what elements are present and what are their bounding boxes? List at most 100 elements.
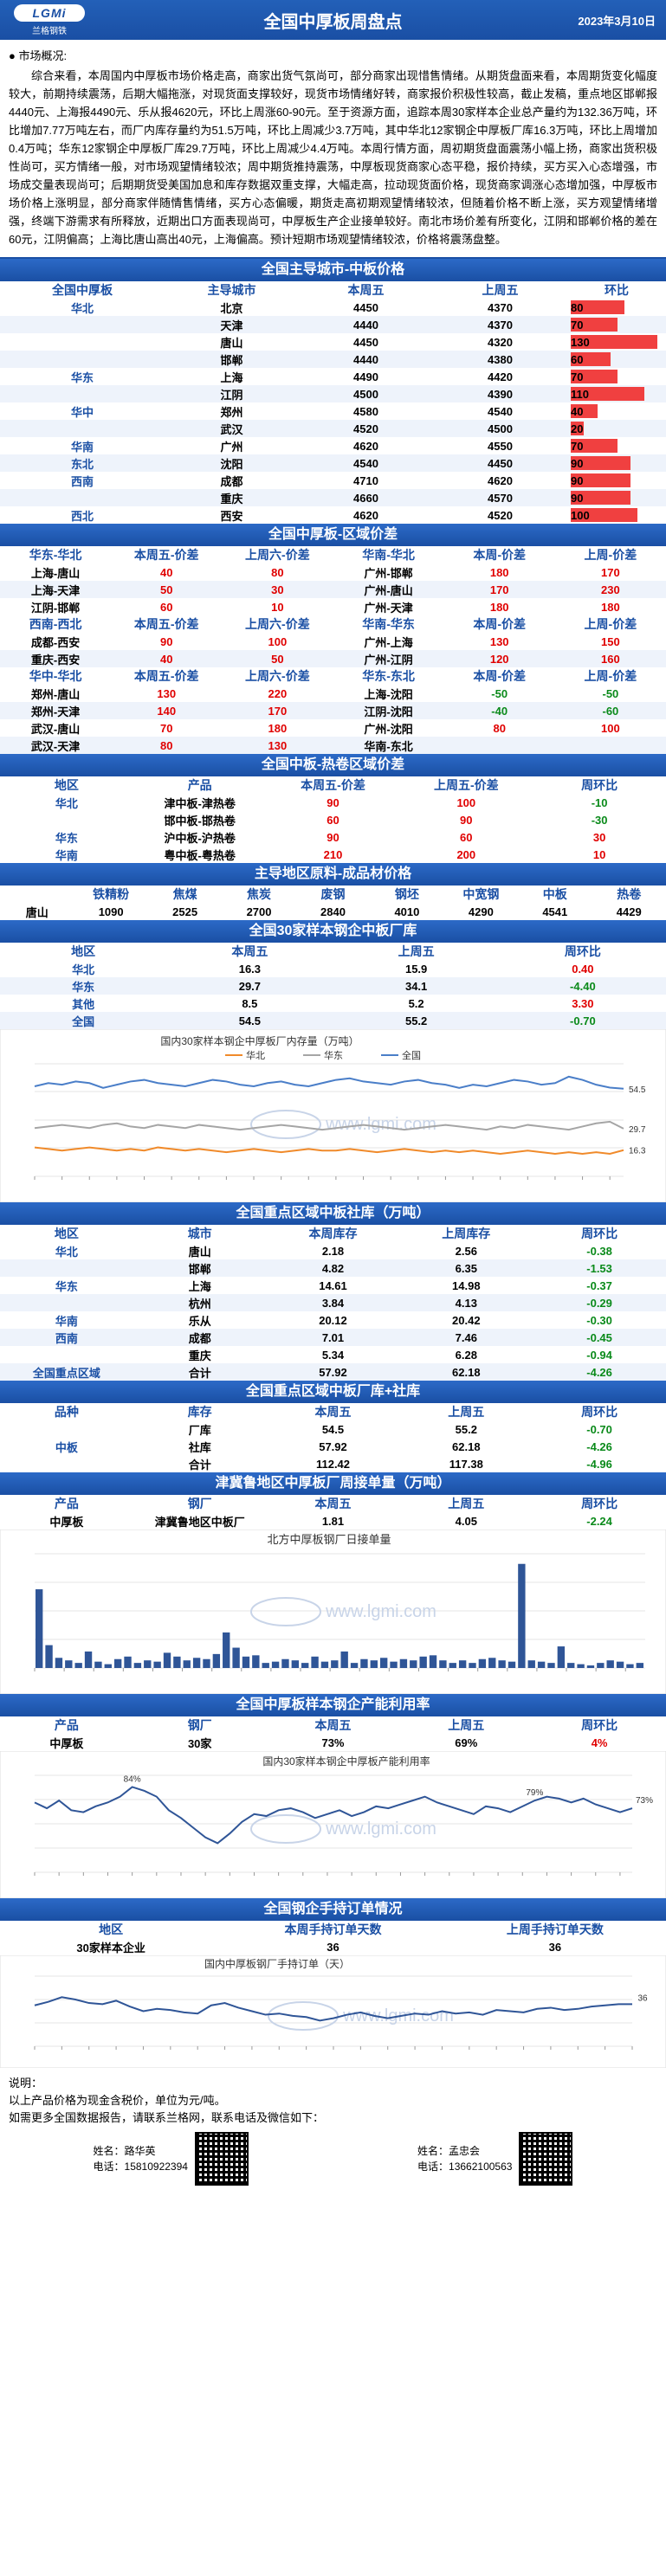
column-header: 周环比 — [581, 1497, 618, 1510]
table-row: 其他 8.5 5.2 3.30 — [0, 995, 666, 1012]
column-header: 周环比 — [581, 1718, 618, 1732]
table-cell: 广州-沈阳 — [364, 722, 413, 736]
table-cell — [0, 1259, 133, 1277]
bar — [65, 1660, 73, 1668]
table-cell: 武汉-天津 — [0, 737, 112, 754]
bar — [458, 1660, 467, 1668]
table-row: 重庆 4660 4570 90 — [0, 489, 666, 506]
chart-frame — [0, 1029, 666, 1202]
bar — [271, 1661, 280, 1668]
change-value: 110 — [571, 387, 589, 401]
table-row: 江阴-邯郸 60 10 广州-天津 180 180 — [0, 598, 666, 615]
table-row: 华中 郑州 4580 4540 40 — [0, 402, 666, 420]
column-header: 上周六-价差 — [245, 548, 310, 562]
table-cell: 杭州 — [133, 1294, 267, 1311]
table-cell: 厂库 — [188, 1423, 211, 1437]
table-cell: -10 — [591, 795, 608, 809]
logo-cn: 兰格钢铁 — [32, 26, 67, 36]
table-cell: 2.56 — [455, 1244, 477, 1258]
section-title-total-inventory: 全国重点区域中板厂库+社库 — [0, 1381, 666, 1403]
qr-code-icon[interactable] — [194, 2132, 249, 2186]
logo: LGMi 兰格钢铁 — [10, 3, 88, 36]
column-header: 钢厂 — [187, 1718, 212, 1732]
capacity-utilization-chart: 国内30家样本钢企中厚板产能利用率 www.lgmi.com 84% 79% 73% — [0, 1751, 666, 1898]
table-cell — [0, 1455, 133, 1472]
current-price: 4660 — [299, 489, 433, 506]
table-cell: 180 — [268, 721, 288, 735]
region-label — [0, 420, 165, 437]
weekly-orders-table: 产品 钢厂 本周五 上周五 周环比 中厚板 津冀鲁地区中板厂 1.81 4.05 -2.24 — [0, 1495, 666, 1530]
section-title-capacity-utilization: 全国中厚板样本钢企产能利用率 — [0, 1694, 666, 1716]
change-bar — [571, 300, 624, 314]
change-value: 130 — [571, 335, 590, 349]
legend-label: 全国 — [402, 1049, 421, 1061]
end-label: 16.3 — [629, 1147, 646, 1156]
bar — [340, 1651, 348, 1668]
table-row: 华东 上海 4490 4420 70 — [0, 368, 666, 385]
bar — [331, 1660, 339, 1668]
city-label: 北京 — [220, 301, 243, 315]
bar — [547, 1663, 555, 1668]
table-row: 全国 54.5 55.2 -0.70 — [0, 1012, 666, 1029]
column-header: 上周手持订单天数 — [506, 1922, 604, 1936]
table-cell: 广州-上海 — [364, 635, 413, 649]
column-header: 西南-西北 — [29, 617, 82, 631]
bar — [429, 1655, 437, 1668]
table-cell: 4% — [591, 1736, 608, 1749]
table-cell: 10 — [592, 847, 606, 861]
table-cell: 5.2 — [408, 996, 424, 1010]
previous-price: 4420 — [488, 370, 513, 383]
table-row: 杭州 3.84 4.13 -0.29 — [0, 1294, 666, 1311]
region-label: 东北 — [0, 454, 165, 472]
spread-table: 华东-华北 本周五-价差 上周六-价差 华南-华北 本周-价差 上周-价差 上海-唐山 40 8… — [0, 546, 666, 615]
table-row: 西北 西安 4620 4520 100 — [0, 506, 666, 524]
table-cell: 1090 — [98, 905, 124, 918]
contact-2-name: 姓名：孟忠会 — [417, 2145, 481, 2157]
series-line-华东 — [34, 1120, 624, 1131]
table-cell: -0.37 — [586, 1278, 612, 1292]
table-cell: 中板 — [55, 1440, 78, 1454]
social-inventory-table: 地区 城市 本周库存 上周库存 周环比 华北 唐山 2.18 2.56 -0.38 邯郸 4.82 6.… — [0, 1225, 666, 1381]
change-cell: 60 — [567, 351, 666, 368]
table-row: 唐山 1090 2525 2700 2840 4010 4290 4541 4429 — [0, 903, 666, 920]
column-header: 中板 — [542, 887, 567, 901]
section-title-social-inventory: 全国重点区域中板社库（万吨） — [0, 1202, 666, 1225]
current-price: 4620 — [353, 508, 378, 522]
table-cell: 16.3 — [238, 962, 262, 976]
table-cell: 57.92 — [266, 1363, 400, 1381]
watermark-text: www.lgmi.com — [325, 1602, 436, 1621]
table-row: 西南 成都 4710 4620 90 — [0, 472, 666, 489]
city-label: 唐山 — [220, 336, 243, 350]
bar — [488, 1658, 496, 1668]
table-cell: 华北 — [72, 963, 95, 976]
table-row: 武汉-唐山 70 180 广州-沈阳 80 100 — [0, 719, 666, 737]
column-header: 焦煤 — [172, 887, 197, 901]
column-header: 华东-华北 — [29, 548, 82, 562]
column-header: 上周-价差 — [584, 548, 637, 562]
column-header — [0, 886, 74, 903]
current-price: 4520 — [299, 420, 433, 437]
table-cell: 90 — [327, 795, 339, 809]
summary-text: 综合来看，本周国内中厚板市场价格走高，商家出货气氛尚可，部分商家出现惜售情绪。从… — [9, 69, 657, 246]
current-price: 4620 — [353, 439, 378, 453]
column-header: 全国中厚板 — [52, 283, 113, 297]
bar — [508, 1661, 516, 1668]
table-cell: -40 — [443, 702, 555, 719]
table-cell: 30家 — [187, 1736, 212, 1750]
table-cell: 唐山 — [188, 1245, 211, 1259]
column-header: 产品 — [54, 1718, 79, 1732]
table-row: 成都-西安 90 100 广州-上海 130 150 — [0, 633, 666, 650]
market-summary: ● 市场概况: 综合来看，本周国内中厚板市场价格走高，商家出货气氛尚可，部分商家… — [0, 40, 666, 259]
bar — [232, 1647, 240, 1668]
bar — [518, 1563, 526, 1668]
table-cell: -50 — [602, 686, 619, 700]
change-value: 90 — [571, 456, 584, 470]
point-label: 73% — [636, 1796, 653, 1806]
table-cell: 上海-唐山 — [30, 566, 81, 580]
column-header: 周环比 — [581, 1227, 618, 1240]
table-cell: 7.01 — [266, 1329, 400, 1346]
table-cell: 2525 — [172, 905, 198, 918]
table-cell: 90 — [460, 813, 473, 827]
qr-code-icon[interactable] — [519, 2132, 573, 2186]
table-cell: 100 — [268, 634, 288, 648]
